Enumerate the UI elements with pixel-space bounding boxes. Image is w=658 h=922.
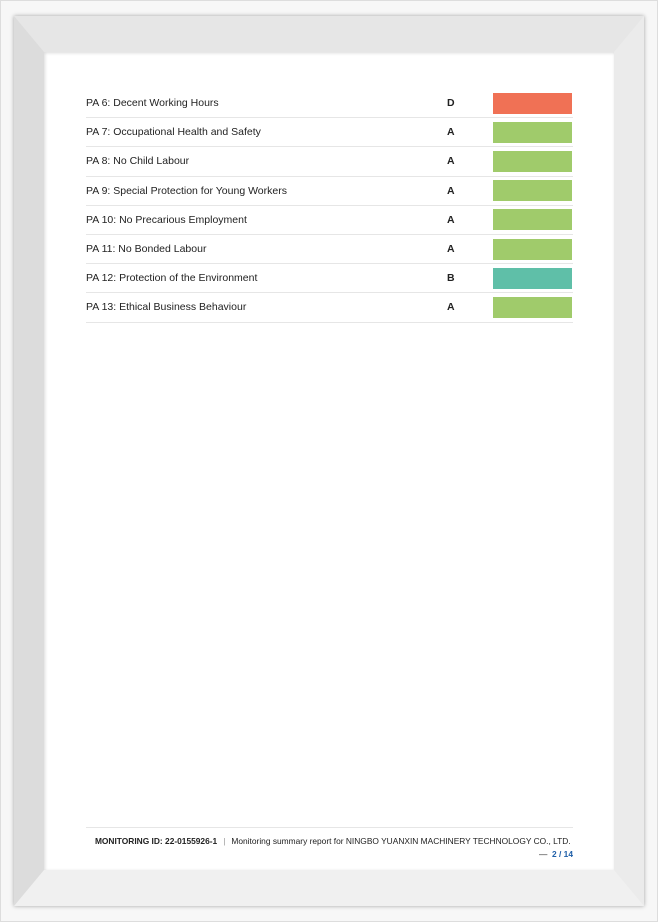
grade: A — [447, 243, 455, 256]
grade-color-bar — [493, 180, 572, 202]
document-page: PA 6: Decent Working Hours D PA 7: Occupat… — [44, 52, 614, 870]
rating-table: PA 6: Decent Working Hours D PA 7: Occupat… — [86, 89, 573, 323]
grade-color-bar — [493, 296, 572, 318]
grade: A — [447, 301, 455, 314]
performance-area-label: PA 10: No Precarious Employment — [86, 213, 247, 226]
table-row: PA 13: Ethical Business Behaviour A — [86, 293, 573, 323]
table-row: PA 6: Decent Working Hours D — [86, 89, 573, 119]
frame-bevel — [14, 16, 644, 906]
monitoring-id: MONITORING ID: 22-0155926-1 — [94, 836, 218, 846]
grade-color-bar — [493, 121, 572, 143]
table-row: PA 11: No Bonded Labour A — [86, 235, 573, 265]
performance-area-label: PA 12: Protection of the Environment — [86, 272, 258, 285]
grade-color-bar — [493, 209, 572, 231]
performance-area-label: PA 11: No Bonded Labour — [86, 243, 207, 256]
footer-dash: — — [539, 849, 548, 859]
table-row: PA 10: No Precarious Employment A — [86, 206, 573, 235]
grade: D — [447, 97, 455, 110]
grade: A — [447, 126, 455, 139]
performance-area-label: PA 9: Special Protection for Young Worke… — [86, 184, 287, 197]
performance-area-label: PA 6: Decent Working Hours — [86, 97, 219, 110]
performance-area-label: PA 13: Ethical Business Behaviour — [86, 301, 247, 314]
table-row: PA 12: Protection of the Environment B — [86, 264, 573, 294]
table-row: PA 7: Occupational Health and Safety A — [86, 118, 573, 148]
grade: A — [447, 184, 455, 197]
page-number: 2 / 14 — [552, 849, 573, 859]
grade: A — [447, 155, 455, 168]
table-row: PA 8: No Child Labour A — [86, 147, 573, 177]
grade-color-bar — [493, 238, 572, 260]
grade: B — [447, 272, 455, 285]
page-footer: MONITORING ID: 22-0155926-1 | Monitoring s… — [86, 827, 573, 861]
grade-color-bar — [493, 267, 572, 289]
performance-area-label: PA 8: No Child Labour — [86, 155, 190, 168]
grade-color-bar — [493, 92, 572, 114]
grade: A — [447, 213, 455, 226]
performance-area-label: PA 7: Occupational Health and Safety — [86, 126, 261, 139]
grade-color-bar — [493, 150, 572, 172]
report-title: Monitoring summary report for NINGBO YUA… — [231, 836, 571, 846]
table-row: PA 9: Special Protection for Young Worke… — [86, 177, 573, 206]
footer-separator: | — [223, 836, 226, 846]
